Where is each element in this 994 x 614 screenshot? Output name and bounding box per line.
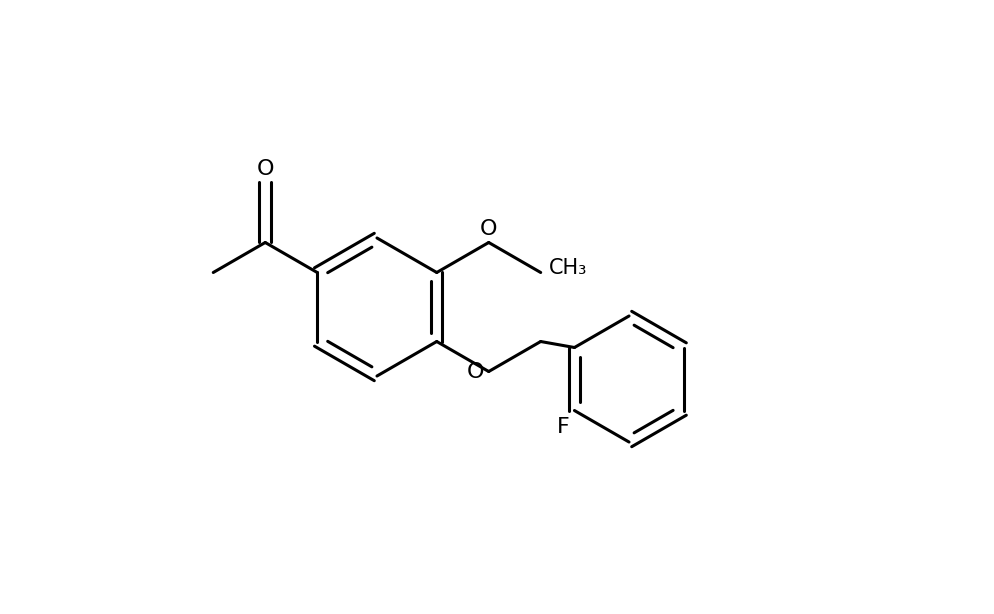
Text: O: O (480, 219, 497, 239)
Text: CH₃: CH₃ (549, 258, 586, 278)
Text: O: O (256, 159, 274, 179)
Text: F: F (558, 418, 570, 437)
Text: O: O (467, 362, 484, 381)
